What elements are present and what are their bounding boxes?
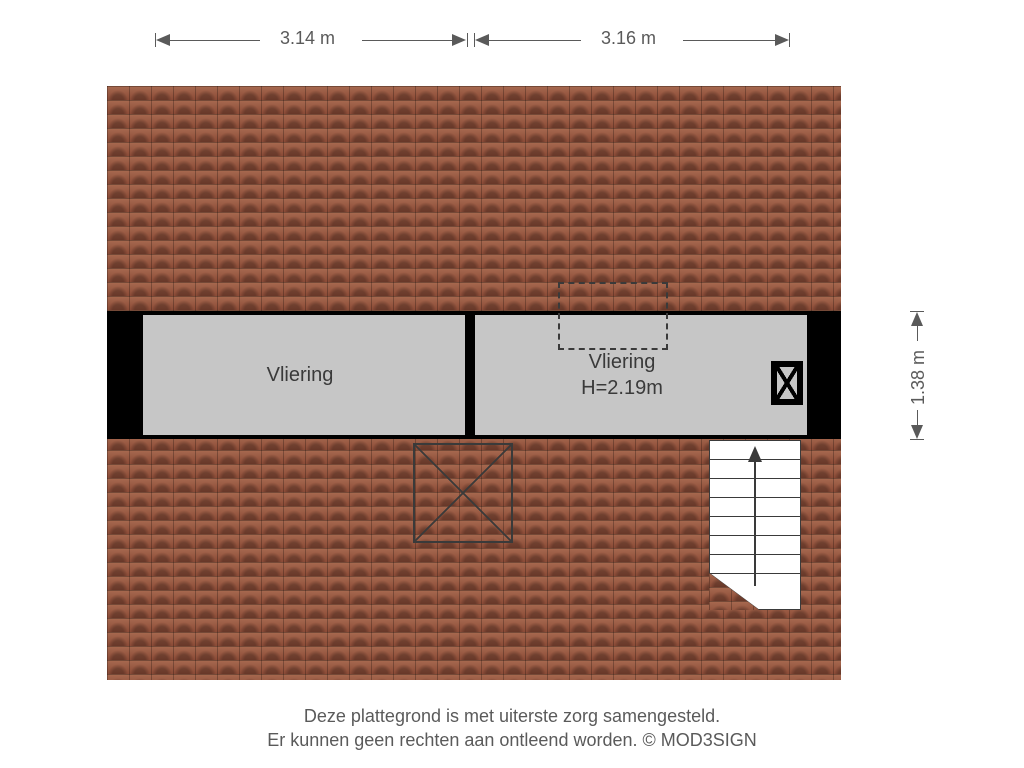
- room-label-1: Vliering: [267, 362, 334, 388]
- stair-arrow: [754, 462, 756, 586]
- dim-tick: [910, 439, 924, 440]
- dim-label-top-2: 3.16 m: [601, 28, 656, 49]
- skylight-hatch-dashed: [558, 282, 668, 350]
- window-opening: [771, 361, 803, 405]
- disclaimer-text: Deze plattegrond is met uiterste zorg sa…: [0, 704, 1024, 753]
- dim-arrow: [911, 312, 923, 326]
- disclaimer-line-1: Deze plattegrond is met uiterste zorg sa…: [304, 706, 720, 726]
- dim-arrow: [156, 34, 170, 46]
- dim-label-right-1: 1.38 m: [908, 350, 929, 405]
- floorplan-canvas: 3.14 m 3.16 m Vliering Vliering H=2.19m: [0, 0, 1024, 768]
- dim-arrow: [452, 34, 466, 46]
- dim-line: [170, 40, 260, 41]
- wall-right-end: [807, 311, 841, 439]
- dim-arrow: [911, 425, 923, 439]
- room-label-text: Vliering: [589, 351, 656, 373]
- wall-left-end: [107, 311, 143, 439]
- dim-line: [683, 40, 775, 41]
- dim-label-top-1: 3.14 m: [280, 28, 335, 49]
- dim-line: [917, 326, 918, 341]
- dim-tick: [789, 33, 790, 47]
- dim-line: [489, 40, 581, 41]
- floor-hatch: [413, 443, 513, 543]
- dim-line: [362, 40, 452, 41]
- disclaimer-line-2: Er kunnen geen rechten aan ontleend word…: [267, 730, 757, 750]
- room-label-2: Vliering H=2.19m: [581, 349, 663, 401]
- dim-line: [917, 410, 918, 425]
- dim-arrow: [475, 34, 489, 46]
- dim-tick: [467, 33, 468, 47]
- room-label-text: Vliering: [267, 364, 334, 386]
- dim-arrow: [775, 34, 789, 46]
- stair-arrow-head: [748, 446, 762, 462]
- room-label-sub: H=2.19m: [581, 377, 663, 399]
- wall-mid-divider: [465, 311, 475, 439]
